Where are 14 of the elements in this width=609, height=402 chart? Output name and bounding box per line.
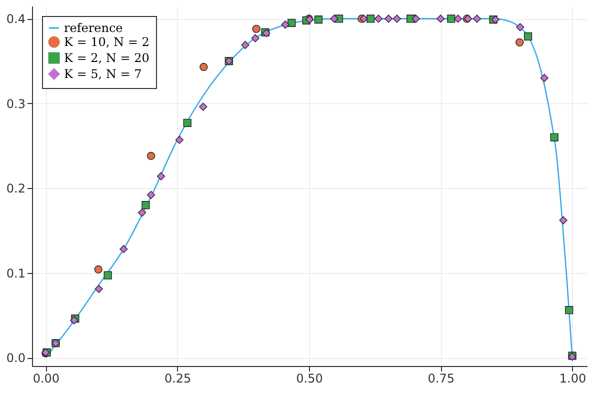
legend-label: K = 10, N = 2 — [64, 35, 150, 49]
x-tick-label: 0.25 — [164, 372, 192, 386]
x-tick-label: 0.50 — [296, 372, 323, 386]
x-tick-label: 0.00 — [32, 372, 60, 386]
x-tick-label: 1.00 — [559, 372, 586, 386]
y-tick-label: 0.4 — [6, 12, 26, 26]
y-tick-label: 0.1 — [6, 266, 26, 280]
legend-label: reference — [64, 21, 123, 35]
y-tick-label: 0.2 — [6, 182, 26, 196]
x-tick-label: 0.75 — [428, 372, 454, 386]
legend-label: K = 5, N = 7 — [64, 67, 142, 81]
y-tick-label: 0.0 — [6, 351, 26, 366]
y-tick-label: 0.3 — [6, 96, 26, 111]
legend-label: K = 2, N = 20 — [64, 51, 150, 65]
